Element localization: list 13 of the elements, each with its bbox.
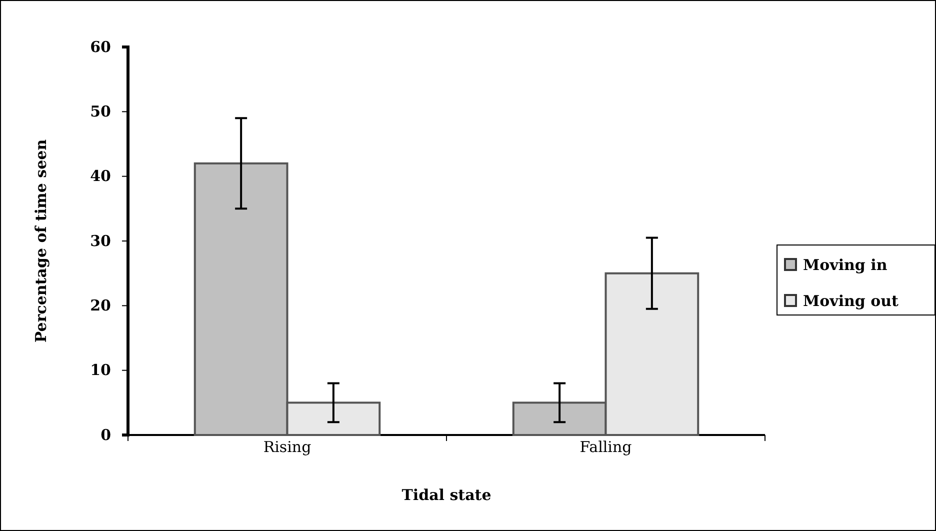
y-tick-label: 10 — [90, 361, 111, 380]
legend-label: Moving out — [803, 292, 899, 310]
y-tick-label: 50 — [90, 102, 111, 120]
x-axis-title: Tidal state — [402, 486, 492, 504]
y-axis-title: Percentage of time seen — [32, 139, 50, 343]
y-tick-label: 40 — [90, 167, 111, 186]
y-tick-label: 60 — [90, 38, 111, 56]
y-tick-label: 30 — [90, 232, 111, 250]
x-tick-label: Rising — [263, 438, 312, 456]
y-tick-label: 0 — [100, 426, 111, 444]
legend-label: Moving in — [803, 256, 888, 274]
y-tick-label: 20 — [90, 296, 111, 314]
x-tick-label: Falling — [580, 438, 632, 456]
